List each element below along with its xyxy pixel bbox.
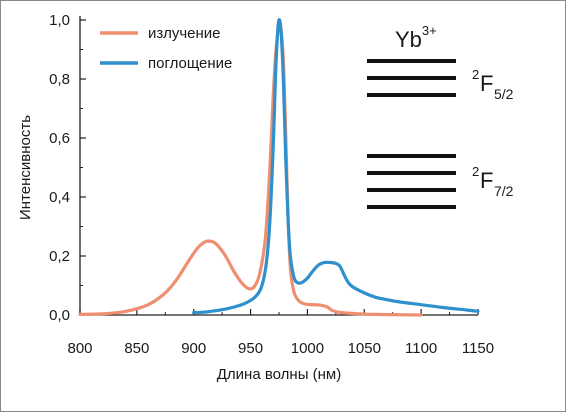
x-tick-label: 1000 <box>291 340 324 357</box>
level-superscript: 2 <box>472 67 479 82</box>
x-tick-label: 900 <box>181 340 206 357</box>
level-subscript: 7/2 <box>494 183 514 199</box>
legend: излучение поглощение <box>100 25 232 72</box>
x-tick-label: 850 <box>124 340 149 357</box>
level-term: F <box>480 71 493 96</box>
level-superscript: 2 <box>472 164 479 179</box>
x-tick-label: 1050 <box>348 340 381 357</box>
y-tick-label: 0,6 <box>49 130 70 147</box>
y-tick-label: 0,2 <box>49 248 70 265</box>
x-tick-label: 800 <box>67 340 92 357</box>
legend-label: поглощение <box>148 55 232 72</box>
y-tick-label: 0,4 <box>49 189 70 206</box>
legend-label: излучение <box>148 25 221 42</box>
series-lines <box>78 18 480 317</box>
x-tick-label: 1150 <box>462 340 494 357</box>
y-axis-label: Интенсивность <box>17 115 34 220</box>
level-term: F <box>480 168 493 193</box>
x-tick-label: 950 <box>238 340 263 357</box>
tick-labels: 800 850 900 950 1000 1050 1100 1150 0,0 0,2 0,4 0,6… <box>49 12 494 357</box>
x-tick-label: 1100 <box>405 340 437 357</box>
energy-level-diagram: Yb3+2 F 5/22 F 7/2 <box>367 23 514 209</box>
y-tick-label: 0,0 <box>49 307 70 324</box>
y-tick-label: 0,8 <box>49 71 70 88</box>
ion-label: Yb3+ <box>395 23 437 52</box>
level-subscript: 5/2 <box>494 86 514 102</box>
series-line-absorption <box>192 18 480 315</box>
y-tick-label: 1,0 <box>49 12 70 29</box>
ion-charge: 3+ <box>422 23 437 38</box>
x-axis-label: Длина волны (нм) <box>217 366 341 383</box>
series-line-emission <box>78 21 423 317</box>
